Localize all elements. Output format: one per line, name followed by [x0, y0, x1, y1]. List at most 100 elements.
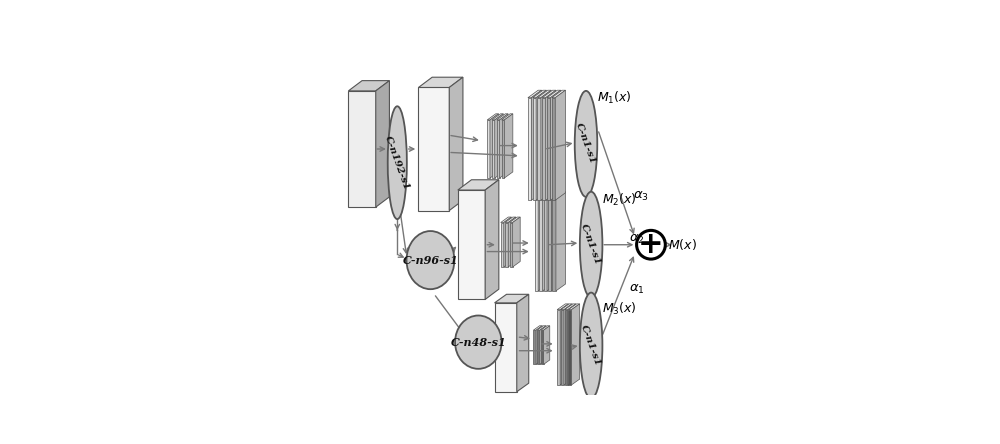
Polygon shape [551, 192, 561, 291]
Polygon shape [544, 326, 550, 365]
Polygon shape [504, 217, 511, 267]
Polygon shape [485, 180, 499, 299]
Polygon shape [348, 81, 389, 91]
Polygon shape [517, 294, 529, 392]
Polygon shape [505, 217, 516, 222]
Polygon shape [487, 120, 490, 178]
Text: C-n1-s1: C-n1-s1 [574, 122, 598, 166]
Polygon shape [568, 304, 576, 385]
Ellipse shape [580, 293, 602, 399]
Polygon shape [560, 304, 568, 385]
Circle shape [637, 230, 665, 259]
Polygon shape [544, 192, 557, 198]
Polygon shape [528, 98, 531, 200]
Polygon shape [541, 326, 550, 330]
Polygon shape [348, 91, 376, 207]
Text: C-n192-s1: C-n192-s1 [383, 134, 411, 191]
Polygon shape [537, 98, 541, 200]
Polygon shape [508, 217, 516, 267]
Polygon shape [501, 222, 504, 267]
Text: C-n1-s1: C-n1-s1 [580, 324, 603, 367]
Polygon shape [490, 114, 498, 178]
Ellipse shape [575, 91, 597, 197]
Polygon shape [547, 192, 557, 291]
Polygon shape [492, 120, 495, 178]
Polygon shape [540, 326, 546, 365]
Polygon shape [541, 330, 544, 365]
Polygon shape [418, 77, 463, 87]
Ellipse shape [580, 192, 602, 298]
Polygon shape [565, 310, 568, 385]
Polygon shape [550, 90, 561, 200]
Polygon shape [539, 198, 543, 291]
Polygon shape [533, 326, 542, 330]
Polygon shape [533, 90, 546, 98]
Text: $\alpha_3$: $\alpha_3$ [633, 190, 649, 203]
Polygon shape [458, 180, 499, 190]
Polygon shape [510, 217, 520, 222]
Polygon shape [531, 90, 542, 200]
Polygon shape [537, 90, 551, 98]
Text: $M_2(x)$: $M_2(x)$ [602, 192, 637, 208]
Polygon shape [500, 114, 508, 178]
Polygon shape [535, 192, 548, 198]
Polygon shape [571, 304, 580, 385]
Polygon shape [564, 304, 572, 385]
Polygon shape [449, 77, 463, 210]
Text: C-n1-s1: C-n1-s1 [580, 223, 603, 266]
Polygon shape [495, 294, 529, 303]
Polygon shape [376, 81, 389, 207]
Polygon shape [561, 304, 572, 310]
Polygon shape [501, 217, 511, 222]
Polygon shape [568, 304, 580, 310]
Polygon shape [565, 304, 576, 310]
Polygon shape [533, 98, 536, 200]
Polygon shape [533, 330, 536, 365]
Ellipse shape [455, 316, 502, 369]
Polygon shape [552, 192, 565, 198]
Polygon shape [557, 304, 568, 310]
Polygon shape [502, 120, 504, 178]
Polygon shape [557, 310, 560, 385]
Ellipse shape [388, 106, 407, 219]
Text: $M_1(x)$: $M_1(x)$ [597, 90, 632, 106]
Text: $\alpha_2$: $\alpha_2$ [629, 233, 645, 246]
Polygon shape [502, 114, 513, 120]
Polygon shape [536, 326, 542, 365]
Polygon shape [504, 114, 513, 178]
Polygon shape [492, 114, 503, 120]
Text: $M_3(x)$: $M_3(x)$ [602, 301, 637, 317]
Polygon shape [497, 114, 508, 120]
Polygon shape [544, 198, 547, 291]
Polygon shape [561, 310, 564, 385]
Polygon shape [418, 87, 449, 210]
Polygon shape [497, 120, 500, 178]
Polygon shape [528, 90, 542, 98]
Polygon shape [537, 330, 540, 365]
Polygon shape [535, 198, 538, 291]
Polygon shape [552, 98, 555, 200]
Polygon shape [547, 90, 561, 98]
Polygon shape [548, 198, 551, 291]
Polygon shape [539, 192, 552, 198]
Polygon shape [495, 303, 517, 392]
Polygon shape [552, 90, 565, 98]
Polygon shape [546, 90, 556, 200]
Text: $\alpha_1$: $\alpha_1$ [629, 283, 645, 296]
Polygon shape [487, 114, 498, 120]
Text: C-n48-s1: C-n48-s1 [450, 337, 506, 348]
Polygon shape [538, 192, 548, 291]
Polygon shape [510, 222, 513, 267]
Polygon shape [541, 90, 551, 200]
Polygon shape [536, 90, 546, 200]
Polygon shape [458, 190, 485, 299]
Polygon shape [505, 222, 508, 267]
Polygon shape [548, 192, 561, 198]
Polygon shape [552, 198, 556, 291]
Polygon shape [542, 90, 556, 98]
Polygon shape [555, 90, 565, 200]
Text: +: + [638, 230, 664, 259]
Text: $M(x)$: $M(x)$ [668, 237, 697, 252]
Text: C-n96-s1: C-n96-s1 [403, 254, 458, 266]
Polygon shape [495, 114, 503, 178]
